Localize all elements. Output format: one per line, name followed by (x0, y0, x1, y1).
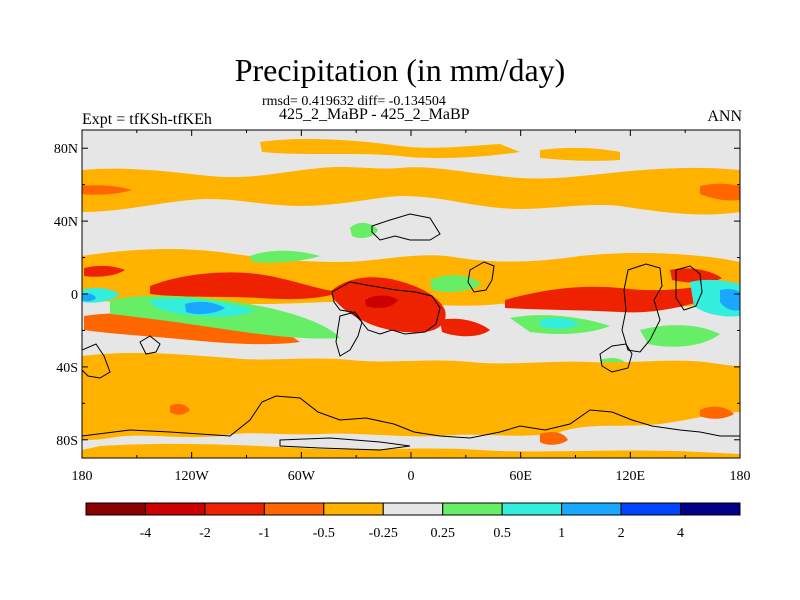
colorbar-label: 2 (618, 526, 625, 541)
region-north-itcz (150, 272, 340, 300)
coastline-australia (599, 343, 633, 373)
coastline-south-pacific-west (82, 343, 111, 379)
region-west-pacific-green (640, 325, 720, 347)
colorbar-label: 4 (677, 526, 684, 541)
coastline-south-pacific-east (139, 335, 161, 355)
colorbar: -4 -2 -1 -0.5 -0.25 0.25 0.5 1 2 4 (85, 502, 741, 541)
region-northern-midlatitude-band (82, 167, 740, 215)
y-tick-label: 80N (54, 142, 78, 157)
x-tick-label: 60W (288, 469, 316, 484)
region-north-orange-2 (700, 183, 740, 201)
coastline-greenland (279, 437, 411, 451)
region-dateline-blue (82, 293, 96, 302)
coastline-south-america (335, 311, 363, 357)
region-southern-ocean-deep-2 (540, 432, 568, 445)
coastline-pacific-islands (675, 265, 703, 311)
region-arctic-patch-2 (540, 147, 620, 161)
colorbar-label: 0.25 (430, 526, 455, 541)
map-field (82, 130, 740, 458)
colorbar-swatch (382, 502, 444, 516)
region-mediterranean-green (350, 222, 378, 238)
region-africa-green (430, 275, 482, 292)
coastline-antarctica (82, 395, 740, 439)
x-tick-label: 120E (616, 469, 646, 484)
colorbar-label: -1 (259, 526, 271, 541)
chart-title: Precipitation (in mm/day) (234, 52, 566, 88)
colorbar-swatch (323, 502, 384, 516)
region-southern-ocean-deep-3 (700, 406, 734, 419)
region-southern-ocean-band (82, 352, 740, 440)
axes: 180 120W 60W 0 60E 120E 180 80N 40N 0 40S 80S (54, 130, 751, 484)
colorbar-swatch (442, 502, 503, 516)
colorbar-label: -4 (140, 526, 152, 541)
region-south-pacific-orange (84, 313, 300, 345)
region-gulf-guinea-red (440, 318, 490, 337)
colorbar-swatch (144, 502, 206, 516)
coastline-asia-east (467, 261, 495, 293)
continent-outlines (82, 213, 740, 451)
colorbar-swatch (501, 502, 563, 516)
colorbar-label: -2 (199, 526, 211, 541)
region-arctic-patch (260, 139, 520, 159)
stats-text: rmsd= 0.419632 diff= -0.134504 (262, 94, 446, 109)
y-tick-label: 80S (56, 434, 78, 449)
region-indian-ocean-cyan (540, 317, 580, 329)
colorbar-swatch (204, 502, 265, 516)
region-west-pacific-blue (720, 289, 740, 311)
colorbar-label: 1 (558, 526, 565, 541)
region-atlantic-green (250, 250, 320, 263)
coastline-africa (331, 281, 441, 335)
colorbar-label: -0.5 (313, 526, 335, 541)
colorbar-label: -0.25 (369, 526, 398, 541)
coastline-eurasia (371, 213, 441, 241)
region-southern-ocean-deep (170, 403, 190, 415)
x-tick-label: 180 (72, 469, 93, 484)
colorbar-swatch (561, 502, 622, 516)
region-equatorial-atlantic-dark (365, 295, 398, 308)
chart-subtitle: 425_2_MaBP - 425_2_MaBP (279, 106, 470, 123)
x-tick-label: 60E (509, 469, 532, 484)
region-itcz-east-red (505, 286, 705, 313)
y-tick-label: 40N (54, 215, 78, 230)
colorbar-swatch (680, 502, 741, 516)
region-south-pacific-blue (185, 301, 225, 315)
colorbar-swatch (263, 502, 325, 516)
season-label: ANN (707, 108, 742, 125)
region-antarctic-orange (82, 443, 740, 458)
x-tick-label: 120W (175, 469, 210, 484)
colorbar-swatch (620, 502, 682, 516)
y-tick-label: 0 (71, 288, 78, 303)
y-tick-label: 40S (56, 361, 78, 376)
x-tick-label: 0 (408, 469, 415, 484)
experiment-label: Expt = tfKSh-tfKEh (82, 111, 212, 128)
colorbar-label: 0.5 (493, 526, 511, 541)
region-itcz-west-red (84, 265, 125, 277)
region-itcz-east-red-2 (670, 268, 722, 283)
colorbar-swatch (85, 502, 146, 516)
coastline-indonesia (621, 263, 663, 353)
x-tick-label: 180 (730, 469, 751, 484)
region-north-orange-1 (82, 185, 132, 195)
